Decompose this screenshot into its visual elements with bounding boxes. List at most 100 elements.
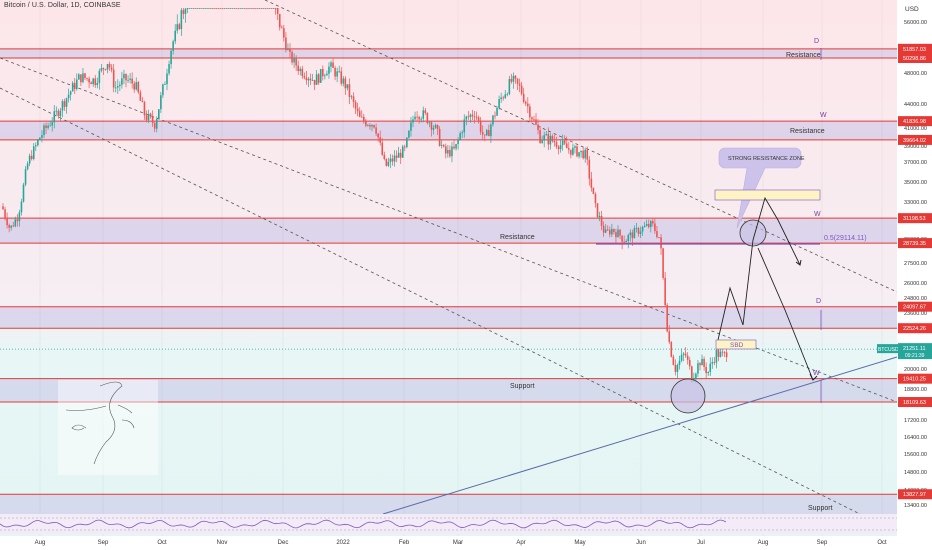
x-tick-label: Aug [35,540,46,546]
candle-body [8,225,10,228]
arrowhead [809,373,818,381]
countdown-text: 09:21:39 [905,353,925,359]
candle-body [721,351,724,353]
x-tick-label: Apr [516,540,525,546]
candle-body [539,130,541,143]
zone-band [0,306,897,329]
candle-body [348,84,351,98]
sbd-label: SBD [730,342,744,349]
candle-body [319,69,322,83]
candle-body [18,212,21,222]
resistance-circle [739,219,767,247]
candle-body [496,107,498,116]
candle-body [135,82,138,90]
y-tick-label: 44000.00 [904,102,927,108]
candle-body [516,78,519,84]
candle-body [278,13,281,28]
oscillator-line [0,519,727,529]
candle-body [529,106,531,118]
candle-body [22,184,25,202]
candle-body [514,75,517,79]
marker-w1: W [820,112,827,119]
price-axis[interactable]: USD56000.0052000.0048000.0044000.0041000… [877,6,932,509]
x-tick-label: Sep [98,540,109,546]
candle-body [30,155,33,160]
candle-body [252,8,254,9]
candle-body [537,124,539,131]
candle-body [555,142,558,147]
candle-body [483,134,486,136]
candle-body [545,134,548,136]
target-box [714,189,821,201]
zone-label: Support [808,505,833,512]
candle-body [166,73,168,85]
zone-label: Resistance [790,128,825,135]
level-price-text: 28739.35 [903,241,926,247]
candle-body [59,110,62,117]
x-tick-label: Sep [817,540,828,546]
candle-body [430,122,433,130]
time-axis[interactable]: Aug Sep Oct Nov Dec 2022 Feb Mar Apr May Jun Jul Aug… [35,540,887,546]
candle-body [317,74,320,83]
candle-body [477,117,480,121]
candle-body [330,62,332,67]
candle-body [196,8,199,9]
level-price-text: 18109.63 [903,400,926,406]
level-price-text: 41836.98 [903,119,926,125]
candles-layer [2,8,728,384]
candle-body [67,94,70,99]
candle-body [16,219,19,222]
candle-body [594,193,597,204]
candle-body [438,129,441,146]
candle-body [6,217,8,226]
candle-body [178,24,181,30]
candle-body [313,79,316,85]
candle-body [100,68,103,71]
candle-body [580,150,582,153]
candle-body [332,62,334,68]
candle-body [399,152,402,158]
candle-body [393,155,396,162]
annotations-layer: Resistance Resistance Resistance Support Sup… [58,38,867,512]
channel-trendline [264,0,898,293]
y-tick-label: 56000.00 [904,20,927,26]
candle-body [557,146,560,150]
candle-body [194,8,197,9]
candle-body [291,51,293,63]
x-tick-label: Dec [278,540,289,546]
candle-body [82,73,84,83]
y-tick-label: 48000.00 [904,71,927,77]
candle-body [41,135,43,138]
candle-body [547,134,550,145]
candle-body [531,117,533,120]
zone-band [0,121,897,140]
candle-body [254,8,256,9]
candle-body [660,237,662,249]
candle-body [492,115,494,125]
candle-body [623,241,625,243]
candle-body [160,95,162,110]
candle-body [262,8,265,9]
candle-body [678,360,681,365]
y-tick-label: 27500.00 [904,261,927,267]
candle-body [143,102,146,116]
candle-body [498,99,500,108]
candle-body [90,82,92,85]
candle-body [424,110,427,114]
candle-body [141,100,144,103]
candle-body [14,219,17,227]
candle-body [88,78,90,83]
y-tick-label: 16400.00 [904,435,927,441]
candle-body [395,155,398,158]
candle-body [39,137,41,140]
candle-body [416,116,418,118]
level-price-text: 50298.86 [903,56,926,62]
candle-body [322,69,324,77]
candle-body [494,115,496,117]
candle-body [637,228,640,234]
candle-body [609,229,611,235]
projection-path-up [717,196,801,341]
candle-body [137,82,140,93]
candle-body [227,8,230,9]
